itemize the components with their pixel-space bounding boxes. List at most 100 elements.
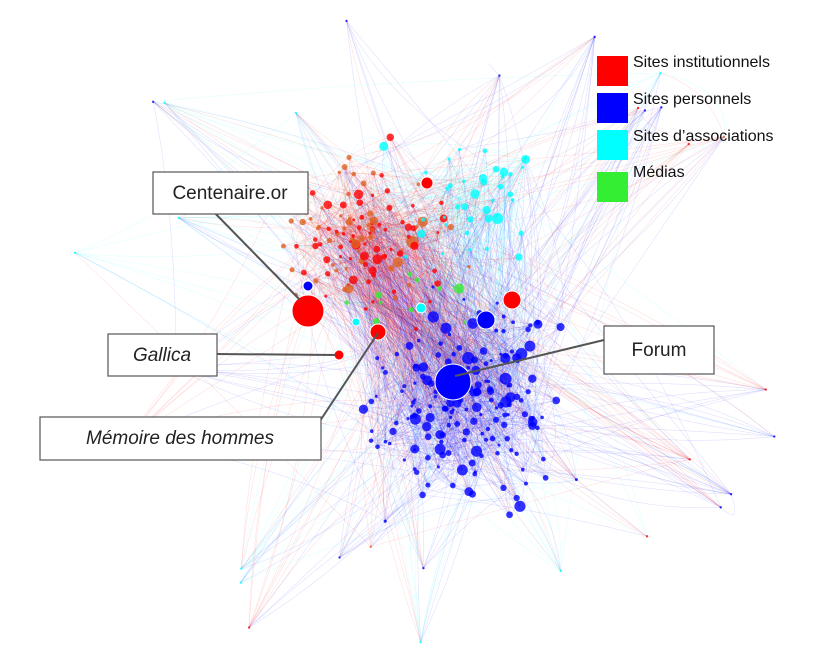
edge <box>343 136 725 206</box>
callout-box <box>107 333 218 377</box>
edge <box>353 279 475 422</box>
legend: Sites institutionnels Sites personnels S… <box>597 54 774 202</box>
node <box>660 106 663 109</box>
edge <box>290 220 511 398</box>
callout-box <box>39 416 322 461</box>
edge <box>164 102 419 185</box>
edge <box>447 188 489 227</box>
edge <box>483 351 577 480</box>
edge <box>345 268 463 471</box>
edge <box>350 258 467 433</box>
edge <box>368 281 446 410</box>
node <box>528 421 537 430</box>
edge <box>498 401 507 427</box>
edge <box>164 102 465 441</box>
edge <box>319 172 350 227</box>
edge <box>496 303 577 480</box>
edge <box>437 283 509 387</box>
edge <box>328 228 374 303</box>
node <box>506 413 510 417</box>
edge <box>408 227 509 387</box>
edge <box>371 223 417 368</box>
node <box>372 254 383 265</box>
edge <box>389 207 562 572</box>
node <box>540 415 544 420</box>
edge <box>152 101 511 398</box>
edge <box>368 159 526 226</box>
node <box>525 326 531 333</box>
edge <box>343 202 443 254</box>
edge <box>509 174 524 405</box>
edge <box>363 183 403 392</box>
edge <box>338 172 416 420</box>
edge <box>372 195 395 432</box>
edge <box>376 249 481 415</box>
edge <box>440 343 533 427</box>
edge <box>371 357 385 432</box>
edge <box>344 228 519 258</box>
edge <box>492 36 595 439</box>
edge <box>358 194 429 437</box>
edge <box>363 243 415 470</box>
node <box>424 170 428 175</box>
node <box>462 437 467 443</box>
edge <box>373 274 514 323</box>
node <box>446 398 455 407</box>
edge <box>384 424 449 522</box>
edge <box>378 172 427 295</box>
edge <box>418 196 465 222</box>
edge <box>361 166 523 218</box>
edge <box>295 112 512 451</box>
edge <box>495 169 538 426</box>
edge <box>433 206 459 318</box>
edge <box>302 221 519 264</box>
node <box>406 417 410 421</box>
edge <box>414 169 497 470</box>
edge <box>377 446 424 569</box>
callout-label: Centenaire.or <box>172 183 288 204</box>
edge <box>348 284 417 330</box>
edge <box>295 278 460 295</box>
edge <box>336 270 476 473</box>
node <box>489 359 493 363</box>
node <box>427 311 440 323</box>
edge <box>349 228 373 259</box>
edge <box>344 166 443 456</box>
edge <box>408 226 721 508</box>
edge <box>164 102 390 209</box>
legend-swatch <box>597 172 628 202</box>
edge <box>450 402 460 486</box>
node <box>506 402 512 408</box>
edge <box>378 291 406 298</box>
edge <box>127 190 388 440</box>
node <box>436 230 440 234</box>
edge <box>415 391 446 643</box>
edge <box>423 451 478 569</box>
node <box>524 340 536 352</box>
node <box>419 641 422 644</box>
edge <box>379 224 405 461</box>
edge <box>427 404 510 459</box>
edge <box>372 195 511 386</box>
edge <box>404 354 439 417</box>
edge <box>368 200 493 282</box>
node <box>497 443 501 447</box>
edge <box>342 204 419 341</box>
node <box>334 229 339 234</box>
node <box>73 251 77 254</box>
edge <box>321 207 478 393</box>
edge <box>361 260 461 372</box>
node <box>451 408 455 412</box>
edge <box>371 334 450 402</box>
edge <box>290 220 577 480</box>
edge <box>448 449 512 458</box>
edge <box>240 330 497 583</box>
edge <box>164 102 323 209</box>
edge <box>344 166 473 495</box>
edge <box>472 410 506 434</box>
edge <box>327 204 438 284</box>
edge <box>241 468 415 569</box>
node <box>348 257 352 261</box>
node <box>498 74 501 77</box>
edge <box>373 274 480 314</box>
